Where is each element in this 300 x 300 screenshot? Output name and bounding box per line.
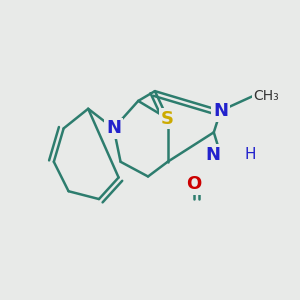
Text: N: N bbox=[206, 146, 221, 164]
Text: O: O bbox=[187, 176, 202, 194]
Text: S: S bbox=[161, 110, 174, 128]
Text: N: N bbox=[106, 119, 121, 137]
Text: H: H bbox=[244, 147, 256, 162]
Text: CH₃: CH₃ bbox=[253, 89, 279, 103]
Text: N: N bbox=[213, 102, 228, 120]
